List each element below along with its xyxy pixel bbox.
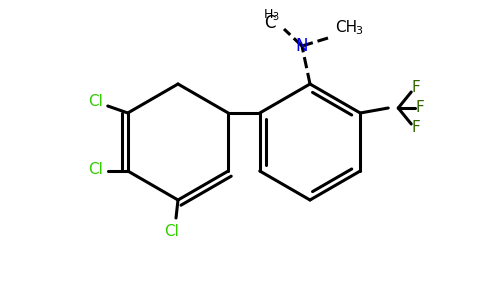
- Text: 3: 3: [272, 12, 278, 22]
- Text: F: F: [416, 100, 424, 116]
- Text: CH: CH: [335, 20, 357, 35]
- Text: Cl: Cl: [165, 224, 180, 238]
- Text: Cl: Cl: [89, 94, 103, 109]
- Text: C: C: [264, 14, 276, 32]
- Text: F: F: [412, 80, 421, 95]
- Text: Cl: Cl: [89, 163, 103, 178]
- Text: F: F: [412, 121, 421, 136]
- Text: 3: 3: [356, 26, 363, 36]
- Text: H: H: [263, 8, 272, 20]
- Text: N: N: [296, 37, 308, 55]
